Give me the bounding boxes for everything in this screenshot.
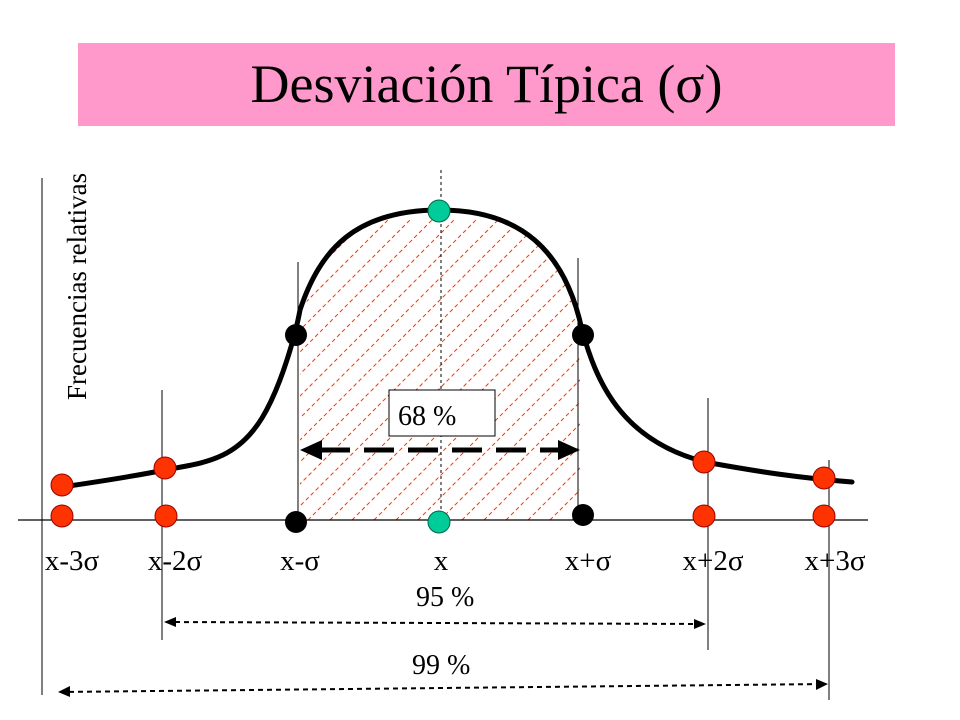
hatch-line <box>439 219 580 520</box>
hatch-line <box>300 219 565 520</box>
hatch-line <box>300 219 477 520</box>
label-95: 95 % <box>416 582 474 613</box>
xtick-minus-2sigma: x-2σ <box>148 545 203 577</box>
axis-point-mean <box>427 510 451 534</box>
axis-point-plus-3sigma <box>812 504 836 528</box>
curve-point-plus-sigma <box>572 324 594 346</box>
hatch-line <box>461 219 580 520</box>
axis-point-minus-2sigma <box>154 504 178 528</box>
axis-point-plus-sigma <box>572 504 594 526</box>
hatch-line <box>660 220 960 520</box>
hatch-line <box>300 219 433 520</box>
curve-point-plus-2sigma <box>692 450 716 474</box>
hatch-line <box>300 219 521 520</box>
span-99-right-head <box>816 679 828 690</box>
hatch-line <box>616 220 916 520</box>
hatch-line <box>307 219 580 520</box>
xtick-minus-3sigma: x-3σ <box>45 545 100 577</box>
hatch-line <box>373 219 580 520</box>
bell-curve <box>59 207 855 490</box>
hatch-line <box>300 219 455 520</box>
curve-point-minus-3sigma <box>50 473 74 497</box>
span-99-left-head <box>58 686 70 697</box>
hatch-line <box>351 219 580 520</box>
span-99-line <box>59 683 827 693</box>
hatch-line <box>594 220 894 520</box>
curve-point-plus-3sigma <box>812 466 836 490</box>
arrow-68-left-head <box>300 440 322 460</box>
hatch-line <box>300 219 411 520</box>
title-band: Desviación Típica (σ) <box>78 43 895 126</box>
xtick-minus-sigma: x-σ <box>280 545 320 577</box>
hatch-line <box>300 219 499 520</box>
axis-point-minus-sigma <box>285 511 307 533</box>
xtick-plus-3sigma: x+3σ <box>805 545 866 577</box>
curve-point-minus-sigma <box>285 324 307 346</box>
hatch-line <box>417 219 580 520</box>
label-68-box <box>388 389 496 437</box>
curve-point-minus-2sigma <box>153 456 177 480</box>
axis-point-minus-3sigma <box>50 504 74 528</box>
slide-title: Desviación Típica (σ) <box>250 54 723 114</box>
curve-point-mean <box>427 199 451 223</box>
span-95-line <box>165 621 705 625</box>
xtick-mean: x <box>434 545 449 577</box>
xtick-plus-2sigma: x+2σ <box>683 545 744 577</box>
hatch-line <box>300 219 543 520</box>
hatch-line <box>483 219 580 520</box>
arrow-68-right-head <box>558 440 580 460</box>
span-95-right-head <box>694 619 706 629</box>
y-axis-label: Frecuencias relativas <box>62 173 92 400</box>
label-68: 68 % <box>398 401 456 432</box>
hatch-line <box>505 219 580 520</box>
xtick-plus-sigma: x+σ <box>565 545 612 577</box>
hatch-line <box>300 219 580 520</box>
hatch-line <box>329 219 580 520</box>
label-99: 99 % <box>412 650 470 681</box>
hatch-line <box>395 219 580 520</box>
axis-point-plus-2sigma <box>692 504 716 528</box>
span-95-left-head <box>164 617 176 627</box>
hatch-line <box>300 219 389 520</box>
